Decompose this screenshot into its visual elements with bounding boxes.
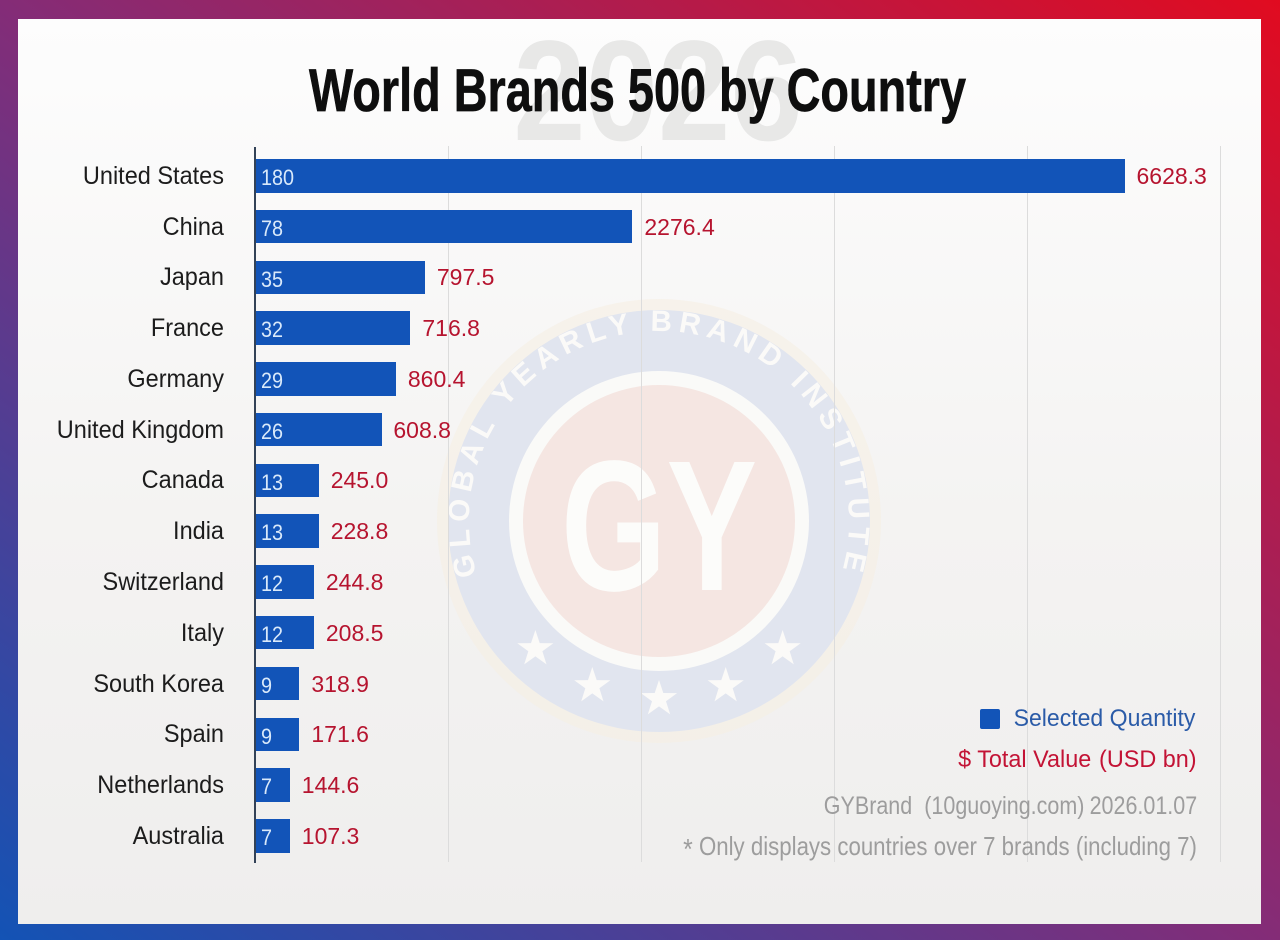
svg-text:GY: GY [561, 422, 757, 630]
